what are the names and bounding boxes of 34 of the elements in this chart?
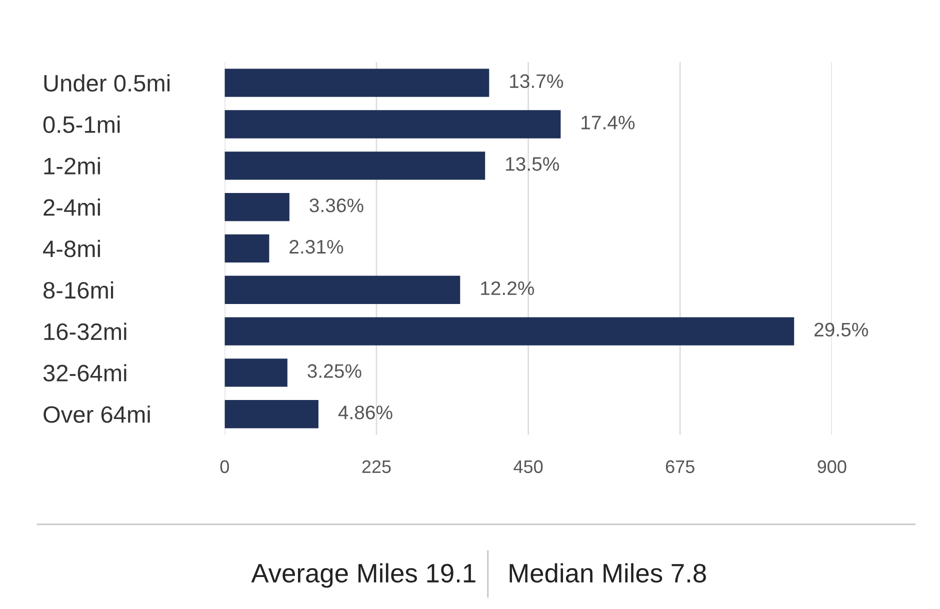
bar: [224, 358, 288, 387]
y-tick-label: 32-64mi: [43, 364, 126, 382]
bar: [224, 317, 794, 346]
y-tick-label: 0.5-1mi: [43, 116, 120, 134]
bar: [224, 68, 490, 97]
x-tick-label: 225: [362, 460, 391, 474]
x-tick-label: 675: [666, 460, 694, 474]
x-tick-label: 900: [818, 460, 846, 474]
y-tick-label: 4-8mi: [43, 240, 100, 258]
text: Median Miles 7.8: [510, 563, 706, 583]
bar: [224, 152, 486, 180]
y-tick-label: 2-4mi: [44, 198, 100, 216]
bar: [224, 276, 460, 304]
bar: [224, 192, 290, 222]
y-tick-label: 1-2mi: [44, 157, 100, 174]
x-tick-label: 450: [514, 460, 543, 474]
bar: [224, 400, 318, 428]
annotation: 4.86%: [338, 406, 392, 420]
annotation: 3.36%: [310, 198, 364, 212]
bar: [224, 234, 270, 263]
y-tick-label: Under 0.5mi: [44, 74, 170, 92]
annotation: 17.4%: [582, 116, 635, 130]
annotation: 2.31%: [290, 240, 344, 254]
annotation: 12.2%: [481, 281, 534, 296]
y-tick-label: 16-32mi: [44, 322, 126, 340]
annotation: 13.5%: [506, 157, 559, 171]
text: Average Miles 19.1: [251, 563, 476, 588]
y-tick-label: Over 64mi: [44, 406, 150, 423]
bar: [224, 110, 561, 138]
y-tick-label: 8-16mi: [44, 281, 114, 299]
annotation: 29.5%: [814, 322, 868, 337]
annotation: 13.7%: [510, 74, 564, 88]
annotation: 3.25%: [308, 364, 362, 378]
x-tick-label: 0: [220, 460, 229, 474]
